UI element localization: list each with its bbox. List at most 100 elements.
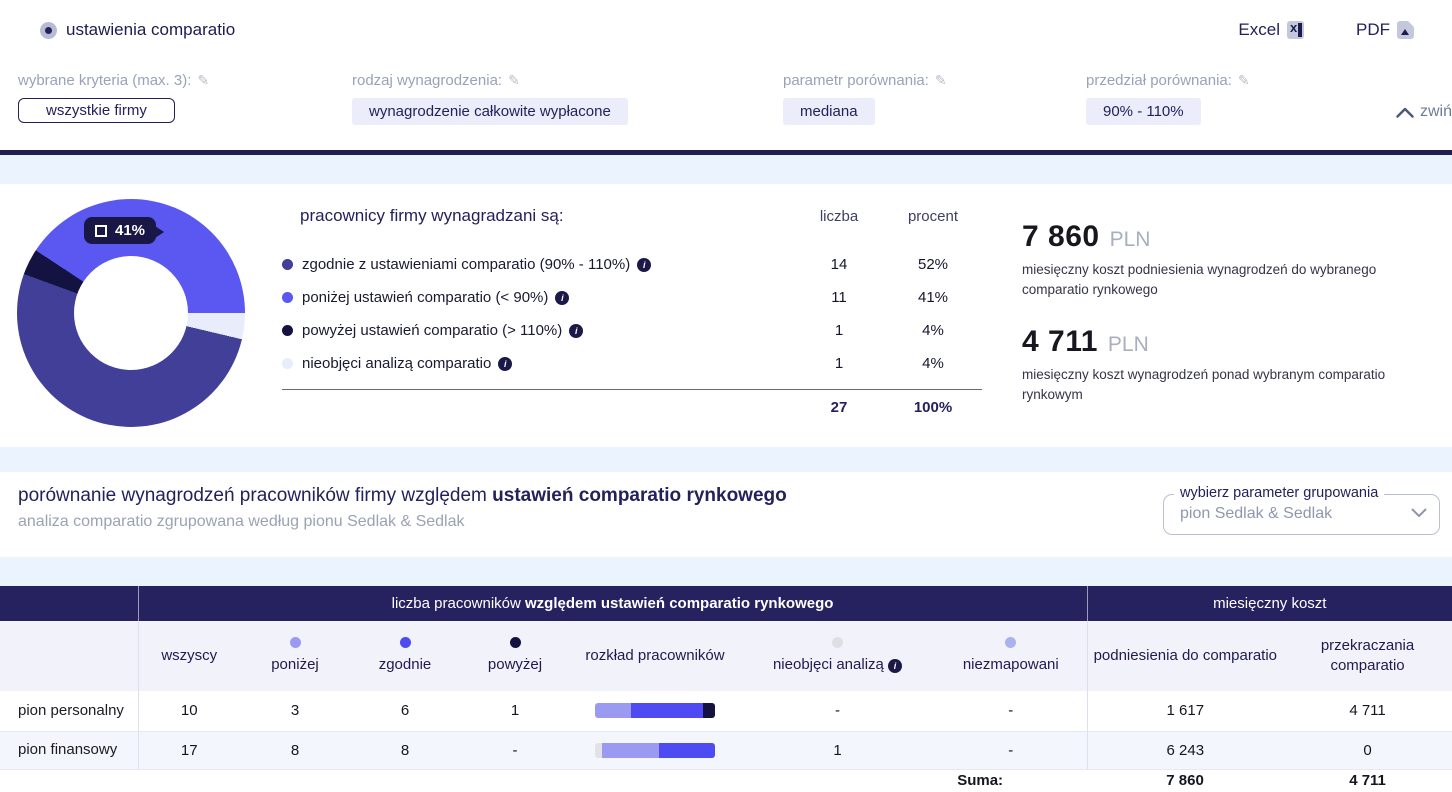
salary-type-filter-label: rodzaj wynagrodzenia: bbox=[352, 72, 503, 89]
info-icon[interactable]: i bbox=[888, 658, 903, 673]
cell-podniesienia: 1 617 bbox=[1087, 691, 1284, 732]
criteria-value-button[interactable]: wszystkie firmy bbox=[18, 98, 175, 123]
legend-label: poniżej ustawień comparatio (< 90%) bbox=[302, 289, 549, 306]
cell-rozklad bbox=[570, 691, 740, 732]
table-row: pion finansowy 17 8 8 - 1 - 6 243 0 bbox=[0, 731, 1452, 770]
comparison-range-chip[interactable]: 90% - 110% bbox=[1086, 98, 1201, 125]
legend-count: 1 bbox=[834, 322, 844, 339]
zgodnie-dot bbox=[399, 636, 411, 648]
cost-raise-amount: 7 860 bbox=[1022, 220, 1100, 253]
cell-niezmapowani: - bbox=[935, 691, 1088, 732]
row-label: pion finansowy bbox=[0, 731, 139, 770]
legend-total-row: 27 100% bbox=[282, 390, 982, 424]
nieobjeci-dot bbox=[832, 636, 843, 648]
table-footer-row: Suma: 7 860 4 711 bbox=[0, 768, 1452, 792]
edit-pencil-icon[interactable]: ✎ bbox=[934, 72, 947, 88]
cost-group-header: miesięczny koszt bbox=[1087, 586, 1452, 621]
collapse-button[interactable]: zwiń bbox=[1396, 103, 1452, 121]
cell-niezmapowani: - bbox=[935, 731, 1088, 770]
cell-nieobjeci: 1 bbox=[740, 731, 935, 770]
col-header-powyzej: powyżej bbox=[460, 621, 570, 691]
cost-excess-amount: 4 711 bbox=[1022, 325, 1098, 359]
cell-ponizej: 8 bbox=[240, 731, 350, 770]
cell-zgodnie: 6 bbox=[350, 691, 460, 732]
settings-icon bbox=[40, 21, 57, 39]
comparatio-summary-card: 41% pracownicy firmy wynagradzani są: li… bbox=[0, 184, 1452, 447]
grouping-select[interactable]: wybierz parameter grupowania pion Sedlak… bbox=[1163, 485, 1440, 535]
comparison-param-chip[interactable]: mediana bbox=[783, 98, 875, 125]
col-header-niezmapowani: niezmapowani bbox=[935, 621, 1088, 691]
row-label: pion personalny bbox=[0, 691, 139, 732]
cell-przekraczania: 4 711 bbox=[1283, 691, 1452, 732]
cell-nieobjeci: - bbox=[740, 691, 935, 732]
info-icon[interactable]: i bbox=[637, 257, 652, 272]
criteria-filter-label: wybrane kryteria (max. 3): bbox=[18, 72, 192, 89]
info-icon[interactable]: i bbox=[569, 323, 584, 338]
pdf-export-label: PDF bbox=[1356, 20, 1390, 39]
col-header-zgodnie: zgodnie bbox=[350, 621, 460, 691]
total-percent: 100% bbox=[913, 398, 953, 416]
tooltip-swatch bbox=[95, 224, 107, 237]
cell-przekraczania: 0 bbox=[1283, 731, 1452, 770]
ponizej-dot bbox=[289, 636, 301, 648]
legend-label: nieobjęci analizą comparatio bbox=[302, 355, 492, 372]
col-header-podniesienia: podniesienia do comparatio bbox=[1087, 621, 1284, 691]
cost-raise-block: 7 860 PLN miesięczny koszt podniesienia … bbox=[1022, 220, 1446, 299]
niezmapowani-dot bbox=[1005, 636, 1017, 648]
employees-group-header: liczba pracowników względem ustawień com… bbox=[138, 586, 1088, 621]
pdf-file-icon bbox=[1397, 21, 1414, 39]
sum-podniesienia: 7 860 bbox=[1087, 768, 1284, 792]
cost-excess-block: 4 711 PLN miesięczny koszt wynagrodzeń p… bbox=[1022, 325, 1446, 404]
total-count: 27 bbox=[830, 398, 848, 416]
legend-percent-header: procent bbox=[907, 208, 959, 225]
legend-row-zgodnie: zgodnie z ustawieniami comparatio (90% -… bbox=[282, 248, 982, 281]
page-title: ustawienia comparatio bbox=[66, 20, 236, 39]
col-header-ponizej: poniżej bbox=[240, 621, 350, 691]
cell-powyzej: 1 bbox=[460, 691, 570, 732]
cell-podniesienia: 6 243 bbox=[1087, 731, 1284, 770]
legend-percent: 4% bbox=[922, 322, 944, 339]
cost-excess-description: miesięczny koszt wynagrodzeń ponad wybra… bbox=[1022, 367, 1386, 402]
edit-pencil-icon[interactable]: ✎ bbox=[1237, 72, 1250, 88]
col-header-przekraczania: przekraczania comparatio bbox=[1283, 621, 1452, 691]
distribution-bar bbox=[595, 742, 715, 758]
legend-percent: 4% bbox=[922, 355, 944, 372]
legend-title: pracownicy firmy wynagradzani są: bbox=[300, 206, 564, 225]
comparison-table: liczba pracowników względem ustawień com… bbox=[0, 586, 1452, 792]
info-icon[interactable]: i bbox=[555, 290, 570, 305]
excel-export-button[interactable]: Excel bbox=[1238, 20, 1304, 40]
excel-export-label: Excel bbox=[1238, 20, 1280, 39]
distribution-bar bbox=[595, 703, 715, 719]
collapse-label: zwiń bbox=[1419, 103, 1452, 120]
cell-ponizej: 3 bbox=[240, 691, 350, 732]
grouping-select-value: pion Sedlak & Sedlak bbox=[1180, 505, 1333, 522]
comparison-section-header: porównanie wynagrodzeń pracowników firmy… bbox=[0, 472, 1452, 557]
table-corner-cell bbox=[0, 586, 139, 621]
legend-count-header: liczba bbox=[819, 208, 859, 225]
tooltip-value: 41% bbox=[115, 222, 146, 239]
chevron-up-icon bbox=[1396, 107, 1414, 118]
salary-type-chip[interactable]: wynagrodzenie całkowite wypłacone bbox=[352, 98, 628, 125]
cell-wszyscy: 10 bbox=[138, 691, 240, 732]
excel-file-icon bbox=[1287, 20, 1304, 39]
cost-raise-description: miesięczny koszt podniesienia wynagrodze… bbox=[1022, 262, 1377, 297]
legend-percent: 41% bbox=[917, 289, 949, 306]
donut-legend: pracownicy firmy wynagradzani są: liczba… bbox=[282, 206, 982, 424]
legend-separator bbox=[282, 389, 982, 390]
grouping-select-label: wybierz parameter grupowania bbox=[1174, 485, 1385, 501]
chevron-down-icon bbox=[1411, 508, 1427, 517]
powyzej-dot bbox=[509, 636, 521, 648]
ponizej-dot bbox=[282, 292, 293, 303]
col-header-nieobjeci: nieobjęci analizą i bbox=[740, 621, 935, 691]
legend-percent: 52% bbox=[917, 256, 949, 273]
cost-currency: PLN bbox=[1107, 333, 1149, 357]
pdf-export-button[interactable]: PDF bbox=[1356, 20, 1414, 40]
legend-count: 1 bbox=[834, 355, 844, 372]
nieobjeci-dot bbox=[282, 358, 293, 369]
legend-count: 14 bbox=[830, 256, 848, 273]
info-icon[interactable]: i bbox=[498, 356, 513, 371]
edit-pencil-icon[interactable]: ✎ bbox=[197, 72, 210, 88]
zgodnie-dot bbox=[282, 259, 293, 270]
edit-pencil-icon[interactable]: ✎ bbox=[508, 72, 520, 88]
comparison-range-filter-label: przedział porównania: bbox=[1086, 72, 1232, 89]
